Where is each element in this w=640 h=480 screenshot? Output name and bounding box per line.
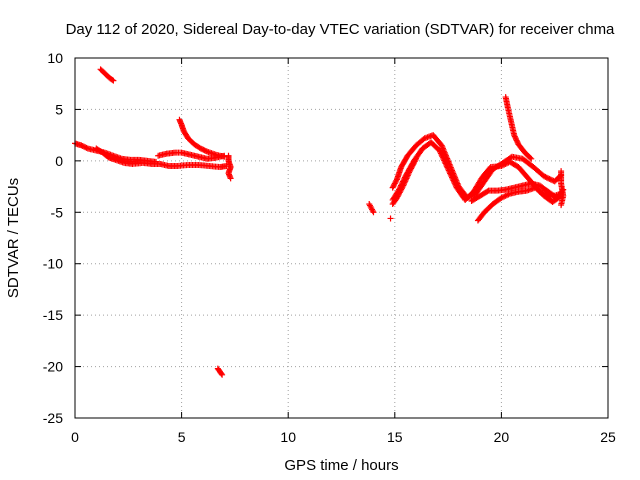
data-point: [109, 76, 116, 83]
plot-frame: [74, 57, 609, 419]
data-point: [387, 215, 394, 222]
gridlines: [75, 58, 608, 418]
data-point: [541, 173, 548, 180]
data-point: [399, 183, 406, 190]
series-arc-early-5: [225, 152, 234, 182]
y-tick-label: -20: [43, 359, 63, 375]
data-point: [547, 176, 554, 183]
chart-title: Day 112 of 2020, Sidereal Day-to-day VTE…: [66, 21, 615, 38]
data-point: [542, 173, 549, 180]
data-point: [545, 175, 552, 182]
data-point: [513, 136, 520, 143]
data-point: [202, 147, 209, 154]
data-point: [558, 202, 565, 209]
data-point: [370, 209, 377, 216]
data-point: [511, 132, 518, 139]
data-point: [218, 370, 225, 377]
data-point: [512, 134, 519, 141]
data-point: [511, 133, 518, 140]
axis-ticks: 0 5 10 15 20 25 10 5 0 -5 -10 -15 -20 -25: [43, 50, 616, 445]
series-arc-14h: [366, 201, 377, 216]
data-point: [413, 155, 420, 162]
series-arc-afternoon-2: [389, 139, 565, 203]
data-point: [369, 207, 376, 214]
y-tick-label: -10: [43, 256, 63, 272]
y-axis-label: SDTVAR / TECUs: [5, 178, 22, 298]
data-point: [83, 144, 90, 151]
x-tick-label: 15: [387, 429, 403, 445]
data-point: [484, 188, 491, 195]
series-arc-22.8h: [558, 168, 567, 209]
series-arc-low: [214, 365, 226, 378]
x-tick-label: 20: [494, 429, 510, 445]
data-point: [393, 177, 400, 184]
y-tick-label: -5: [51, 204, 64, 220]
data-point: [227, 175, 234, 182]
x-tick-label: 0: [71, 429, 79, 445]
x-tick-label: 5: [178, 429, 186, 445]
series-arc-afternoon-5: [468, 180, 567, 204]
data-point: [219, 371, 226, 378]
data-point: [110, 77, 117, 84]
data-point: [412, 157, 419, 164]
series-point-14.8h: [387, 215, 394, 222]
y-tick-label: 5: [55, 101, 63, 117]
data-point: [543, 174, 550, 181]
y-tick-label: 10: [47, 50, 63, 66]
y-tick-label: 0: [55, 153, 63, 169]
data-point: [527, 154, 534, 161]
data-point: [528, 155, 535, 162]
series-arc-early-4: [176, 116, 228, 160]
x-tick-label: 10: [280, 429, 296, 445]
x-tick-label: 25: [600, 429, 616, 445]
y-tick-label: -25: [43, 410, 63, 426]
series-arc-early-2: [93, 145, 230, 171]
y-tick-label: -15: [43, 307, 63, 323]
data-points: [72, 66, 567, 378]
data-point: [546, 175, 553, 182]
series-arc-afternoon-3: [389, 155, 420, 208]
data-point: [514, 138, 521, 145]
series-arc-20h-rise: [502, 94, 535, 162]
series-arc-afternoon-4: [474, 184, 565, 224]
data-point: [513, 137, 520, 144]
series-arc-high: [97, 66, 117, 84]
x-axis-label: GPS time / hours: [284, 457, 398, 474]
